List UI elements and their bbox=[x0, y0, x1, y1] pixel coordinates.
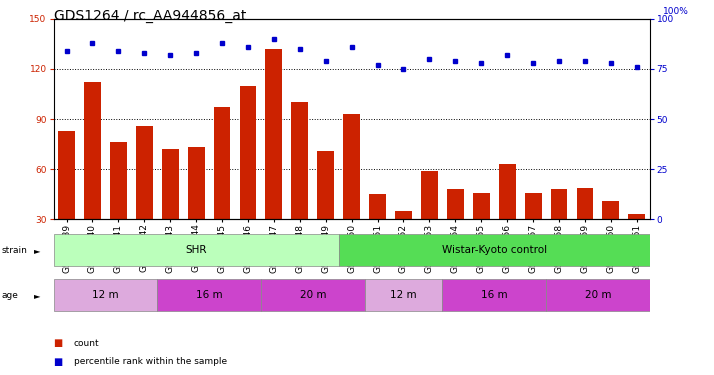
Bar bbox=[266, 49, 282, 270]
Bar bbox=[443, 279, 546, 311]
Bar bbox=[162, 149, 178, 270]
Text: 100%: 100% bbox=[663, 7, 688, 16]
Bar bbox=[54, 234, 338, 266]
Text: 20 m: 20 m bbox=[585, 290, 611, 300]
Bar bbox=[525, 193, 541, 270]
Bar bbox=[110, 142, 127, 270]
Bar bbox=[213, 107, 231, 270]
Text: ►: ► bbox=[34, 291, 41, 300]
Text: 12 m: 12 m bbox=[390, 290, 417, 300]
Bar bbox=[343, 114, 360, 270]
Text: count: count bbox=[74, 339, 99, 348]
Text: ►: ► bbox=[34, 246, 41, 255]
Text: strain: strain bbox=[1, 246, 27, 255]
Text: ■: ■ bbox=[54, 357, 63, 367]
Text: 16 m: 16 m bbox=[481, 290, 508, 300]
Bar bbox=[421, 171, 438, 270]
Bar bbox=[188, 147, 204, 270]
Bar bbox=[58, 131, 75, 270]
Bar bbox=[291, 102, 308, 270]
Bar bbox=[550, 189, 568, 270]
Bar bbox=[473, 193, 490, 270]
Bar bbox=[136, 126, 153, 270]
Text: Wistar-Kyoto control: Wistar-Kyoto control bbox=[442, 244, 547, 255]
Bar bbox=[628, 214, 645, 270]
Text: 16 m: 16 m bbox=[196, 290, 222, 300]
Text: ■: ■ bbox=[54, 338, 63, 348]
Text: SHR: SHR bbox=[186, 244, 207, 255]
Bar bbox=[338, 234, 650, 266]
Bar bbox=[239, 86, 256, 270]
Bar bbox=[395, 211, 412, 270]
Bar bbox=[603, 201, 619, 270]
Bar bbox=[54, 279, 157, 311]
Bar bbox=[447, 189, 464, 270]
Text: 12 m: 12 m bbox=[92, 290, 119, 300]
Text: age: age bbox=[1, 291, 19, 300]
Text: GDS1264 / rc_AA944856_at: GDS1264 / rc_AA944856_at bbox=[54, 9, 246, 23]
Bar bbox=[261, 279, 365, 311]
Text: percentile rank within the sample: percentile rank within the sample bbox=[74, 357, 226, 366]
Bar bbox=[369, 194, 386, 270]
Bar bbox=[365, 279, 443, 311]
Text: 20 m: 20 m bbox=[299, 290, 326, 300]
Bar bbox=[157, 279, 261, 311]
Bar bbox=[576, 188, 593, 270]
Bar bbox=[317, 151, 334, 270]
Bar bbox=[546, 279, 650, 311]
Bar bbox=[499, 164, 516, 270]
Bar bbox=[84, 82, 101, 270]
